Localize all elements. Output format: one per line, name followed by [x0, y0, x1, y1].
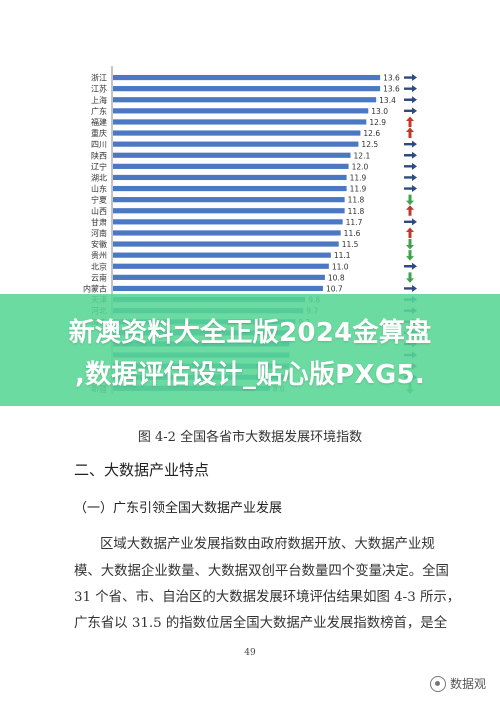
value-label: 13.6	[383, 85, 400, 94]
bar	[113, 185, 347, 192]
category-label: 辽宁	[91, 161, 107, 171]
bar	[113, 252, 331, 258]
category-label: 内蒙古	[83, 283, 107, 293]
value-label: 13.0	[371, 107, 388, 116]
watermark-text: 数据观	[449, 677, 486, 691]
trend-arrow-right	[404, 185, 417, 193]
trend-arrow-down	[406, 272, 414, 283]
bar	[113, 119, 367, 125]
trend-arrow-right	[404, 162, 417, 170]
trend-arrow-up	[406, 227, 414, 238]
bar	[113, 230, 341, 236]
value-label: 11.8	[348, 196, 365, 205]
trend-arrow-right	[404, 107, 417, 115]
value-label: 13.6	[383, 74, 400, 83]
trend-arrow-down	[406, 250, 414, 261]
bar	[113, 197, 345, 203]
value-label: 11.6	[344, 229, 361, 238]
bar	[113, 141, 359, 147]
category-label: 甘肃	[91, 217, 107, 227]
bar	[113, 208, 345, 214]
paragraph-line-4: 广东省以 31.5 的指数位居全国大数据产业发展指数榜首，是全	[74, 616, 448, 631]
category-label: 河南	[91, 228, 107, 238]
category-label: 贵州	[91, 250, 107, 260]
figure-caption: 图 4-2 全国各省市大数据发展环境指数	[137, 430, 363, 445]
value-label: 10.7	[326, 284, 343, 293]
bar-chart: 浙江 13.6 江苏 13.6 上海 13.4 广东 13.0 福建 12.9 重庆 12.6 四川 12…	[83, 66, 417, 394]
trend-arrow-right	[404, 96, 417, 104]
category-label: 山西	[91, 206, 107, 216]
value-label: 12.6	[363, 129, 380, 138]
category-label: 山东	[91, 184, 107, 194]
trend-arrow-right	[404, 173, 417, 181]
category-label: 北京	[91, 261, 107, 271]
category-label: 重庆	[91, 128, 107, 138]
banner-title-line-1: 新澳资料大全正版2024金算盘	[68, 318, 432, 348]
bar	[113, 108, 369, 114]
trend-arrow-right	[404, 262, 417, 270]
bar	[113, 263, 329, 269]
paragraph-line-3: 31 个省、市、自治区的大数据发展环境评估结果如图 4-3 所示，	[74, 590, 461, 605]
bar	[113, 174, 347, 181]
section-heading: 二、大数据产业特点	[74, 461, 210, 479]
page-number: 49	[244, 648, 256, 658]
bar	[113, 285, 323, 292]
category-label: 湖北	[91, 173, 107, 182]
value-label: 11.9	[350, 185, 367, 194]
trend-arrow-right	[404, 140, 417, 148]
overlay-banner: 新澳资料大全正版2024金算盘 ,数据评估设计_贴心版PXG5.	[0, 294, 500, 406]
trend-arrow-right	[404, 284, 417, 292]
trend-arrow-right	[404, 74, 417, 82]
category-label: 云南	[91, 272, 107, 282]
category-label: 陕西	[91, 150, 107, 160]
bar	[113, 130, 361, 136]
category-label: 福建	[91, 117, 107, 127]
trend-arrow-up	[406, 127, 414, 139]
value-label: 13.4	[379, 96, 396, 105]
category-label: 广东	[91, 106, 107, 116]
bar	[113, 97, 377, 103]
value-label: 12.1	[354, 151, 371, 160]
value-label: 11.0	[332, 262, 349, 271]
trend-arrow-right	[404, 85, 417, 93]
trend-arrow-right	[404, 218, 417, 226]
category-label: 江苏	[91, 84, 107, 94]
trend-arrow-up	[406, 205, 414, 216]
bar	[113, 163, 349, 169]
bar	[113, 241, 339, 247]
banner-title-line-2: ,数据评估设计_贴心版PXG5.	[74, 360, 426, 390]
category-label: 四川	[91, 140, 107, 149]
subsection-heading: （一）广东引领全国大数据产业发展	[74, 501, 283, 516]
category-label: 安徽	[91, 239, 107, 249]
bar	[113, 219, 343, 225]
trend-arrow-up	[406, 116, 414, 127]
value-label: 11.5	[342, 240, 359, 249]
value-label: 12.0	[352, 162, 369, 171]
value-label: 11.7	[346, 218, 363, 227]
wechat-icon	[429, 675, 446, 692]
bar	[113, 74, 381, 81]
value-label: 10.8	[328, 273, 345, 282]
category-label: 浙江	[91, 73, 107, 83]
bar	[113, 152, 351, 158]
value-label: 12.5	[361, 140, 378, 149]
paragraph-line-1: 区域大数据产业发展指数由政府数据开放、大数据产业规	[100, 537, 435, 552]
value-label: 11.1	[334, 251, 351, 260]
trend-arrow-down	[406, 239, 414, 250]
value-label: 11.8	[348, 207, 365, 216]
category-label: 上海	[91, 95, 107, 105]
bar	[113, 86, 381, 92]
paragraph-line-2: 模、大数据企业数量、大数据双创平台数量四个变量决定。全国	[74, 564, 449, 579]
value-label: 11.9	[350, 173, 367, 182]
category-label: 宁夏	[91, 195, 107, 205]
trend-arrow-right	[404, 151, 417, 159]
watermark: 数据观	[429, 675, 486, 692]
trend-arrow-down	[406, 194, 414, 206]
value-label: 12.9	[369, 118, 386, 127]
bar	[113, 274, 325, 280]
